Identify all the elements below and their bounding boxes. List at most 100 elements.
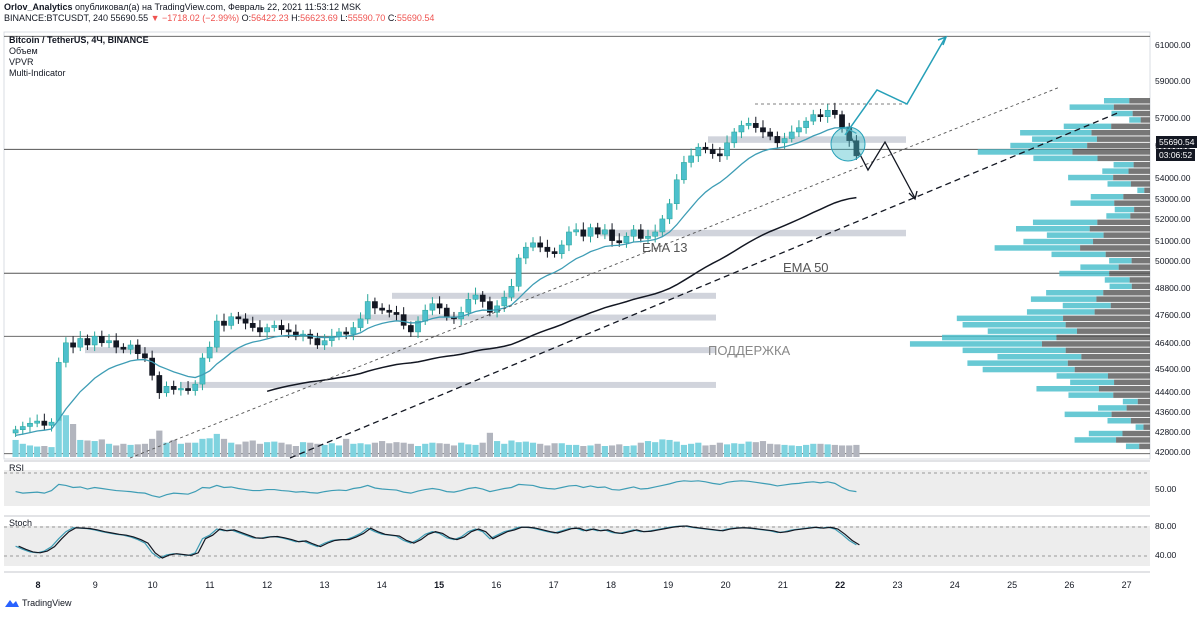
volume-bar bbox=[558, 443, 565, 457]
vpvr-bar bbox=[1096, 296, 1150, 302]
candle bbox=[408, 325, 414, 333]
vpvr-bar bbox=[1125, 443, 1140, 450]
time-tick: 27 bbox=[1121, 580, 1132, 590]
candle bbox=[393, 312, 400, 315]
vpvr-bar bbox=[1111, 123, 1150, 130]
volume-bar bbox=[443, 443, 450, 457]
volume-bar bbox=[314, 443, 321, 457]
candle bbox=[695, 146, 702, 157]
candle bbox=[372, 301, 378, 309]
vpvr-bar bbox=[1122, 430, 1150, 437]
vpvr-bar bbox=[1081, 354, 1150, 360]
time-tick: 24 bbox=[949, 580, 960, 590]
legend-volume[interactable]: Объем bbox=[9, 46, 38, 56]
candle bbox=[55, 362, 62, 423]
candle bbox=[681, 162, 687, 181]
legend-title[interactable]: Bitcoin / TetherUS, 4Ч, BINANCE bbox=[9, 35, 149, 45]
candle bbox=[839, 114, 845, 128]
volume-bar bbox=[163, 442, 170, 457]
vpvr-bar bbox=[1122, 398, 1138, 405]
last-price-badge: 55690.54 bbox=[1156, 136, 1198, 148]
price-tick: 43600.00 bbox=[1155, 407, 1191, 417]
rsi-pane-label[interactable]: RSI bbox=[9, 463, 25, 473]
volume-bar bbox=[156, 430, 163, 457]
candle bbox=[98, 336, 105, 344]
ema13-annotation: EMA 13 bbox=[642, 240, 688, 255]
vpvr-bar bbox=[1139, 443, 1150, 450]
candle bbox=[566, 231, 572, 246]
volume-bar bbox=[486, 432, 493, 457]
candle bbox=[163, 386, 170, 394]
candle bbox=[264, 327, 270, 333]
vpvr-bar bbox=[1065, 347, 1150, 354]
volume-bar bbox=[127, 444, 134, 457]
support-annotation: ПОДДЕРЖКА bbox=[708, 343, 791, 358]
candle bbox=[487, 301, 493, 313]
volume-bar bbox=[228, 442, 235, 457]
volume-bar bbox=[134, 444, 141, 457]
vpvr-bar bbox=[1109, 258, 1132, 264]
candle bbox=[27, 422, 33, 427]
vpvr-bar bbox=[994, 245, 1081, 251]
vpvr-bar bbox=[1089, 226, 1150, 232]
candle bbox=[688, 155, 694, 163]
vpvr-bar bbox=[1106, 213, 1131, 219]
volume-bar bbox=[616, 444, 623, 457]
support-zone bbox=[85, 347, 716, 354]
volume-bar bbox=[544, 445, 551, 457]
candle bbox=[609, 229, 615, 241]
time-tick: 9 bbox=[92, 580, 98, 590]
candle bbox=[120, 346, 127, 350]
volume-bar bbox=[343, 438, 350, 457]
candle bbox=[752, 123, 759, 128]
vpvr-bar bbox=[942, 334, 1057, 341]
volume-bar bbox=[242, 441, 249, 457]
price-tick: 47600.00 bbox=[1155, 310, 1191, 320]
stoch-pane-label[interactable]: Stoch bbox=[9, 518, 33, 528]
stoch-pane-band bbox=[4, 526, 1150, 566]
publisher-name[interactable]: Orlov_Analytics bbox=[4, 2, 73, 12]
vpvr-bar bbox=[1098, 405, 1127, 411]
candle bbox=[659, 218, 666, 233]
legend-vpvr[interactable]: VPVR bbox=[9, 57, 34, 67]
rsi-pane-band bbox=[4, 470, 1150, 506]
volume-bar bbox=[680, 444, 688, 457]
volume-bar bbox=[429, 442, 436, 457]
candle bbox=[530, 242, 536, 248]
time-tick: 23 bbox=[892, 580, 903, 590]
vpvr-bar bbox=[1070, 379, 1115, 386]
volume-bar bbox=[803, 444, 810, 457]
candle bbox=[623, 236, 630, 244]
volume-bar bbox=[120, 443, 127, 457]
vpvr-bar bbox=[1109, 270, 1150, 277]
candle bbox=[84, 338, 91, 346]
vpvr-bar bbox=[1046, 232, 1104, 238]
volume-bar bbox=[458, 442, 465, 457]
candle bbox=[127, 344, 134, 350]
candle bbox=[630, 229, 637, 237]
rsi-line bbox=[15, 480, 857, 498]
close-label: C: bbox=[387, 13, 397, 23]
volume-bar bbox=[695, 442, 702, 457]
bearish-projection bbox=[849, 134, 916, 199]
vpvr-bar bbox=[1110, 302, 1150, 309]
vpvr-bar bbox=[1129, 117, 1141, 123]
vpvr-bar bbox=[1129, 98, 1150, 104]
volume-bar bbox=[34, 446, 41, 457]
volume-bar bbox=[537, 443, 544, 457]
time-tick: 13 bbox=[319, 580, 330, 590]
vpvr-bar bbox=[1107, 418, 1131, 424]
volume-bar bbox=[299, 442, 307, 457]
volume-bar bbox=[551, 443, 558, 457]
tradingview-logo[interactable]: TradingView bbox=[5, 598, 72, 608]
volume-bar bbox=[98, 439, 105, 457]
volume-bar bbox=[731, 443, 738, 457]
volume-bar bbox=[565, 444, 573, 457]
candle bbox=[343, 331, 350, 335]
time-tick: 11 bbox=[205, 580, 215, 590]
volume-bar bbox=[91, 441, 98, 457]
legend-multi-indicator[interactable]: Multi-Indicator bbox=[9, 68, 66, 78]
vpvr-bar bbox=[1129, 277, 1150, 283]
volume-bar bbox=[256, 443, 264, 457]
